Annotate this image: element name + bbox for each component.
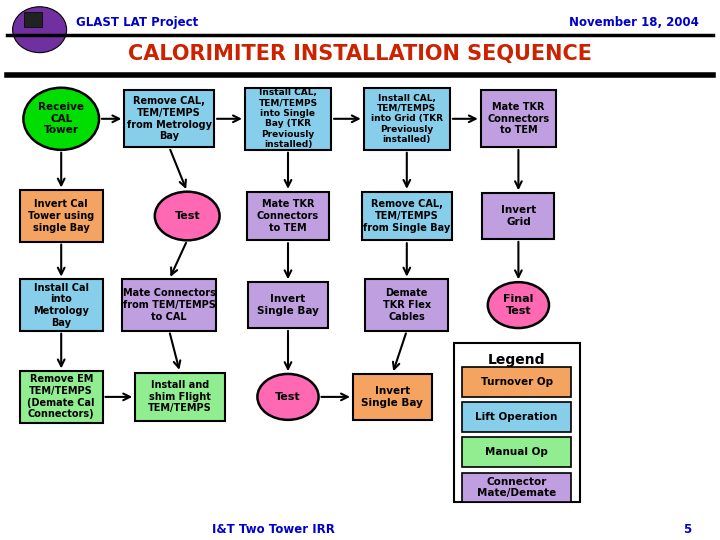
FancyBboxPatch shape <box>248 282 328 328</box>
Text: Test: Test <box>275 392 301 402</box>
FancyBboxPatch shape <box>462 472 571 502</box>
FancyBboxPatch shape <box>135 373 225 421</box>
Text: November 18, 2004: November 18, 2004 <box>569 16 698 29</box>
Text: I&T Two Tower IRR: I&T Two Tower IRR <box>212 523 335 536</box>
FancyBboxPatch shape <box>24 12 42 27</box>
Text: Invert Cal
Tower using
single Bay: Invert Cal Tower using single Bay <box>28 199 94 233</box>
FancyBboxPatch shape <box>20 191 103 241</box>
FancyBboxPatch shape <box>245 87 331 150</box>
Text: Connector
Mate/Demate: Connector Mate/Demate <box>477 476 557 498</box>
Text: Invert
Single Bay: Invert Single Bay <box>361 386 423 408</box>
Text: CALORIMITER INSTALLATION SEQUENCE: CALORIMITER INSTALLATION SEQUENCE <box>128 44 592 64</box>
Text: Lift Operation: Lift Operation <box>475 412 558 422</box>
Text: Invert
Grid: Invert Grid <box>501 205 536 227</box>
FancyBboxPatch shape <box>122 280 216 330</box>
Ellipse shape <box>24 87 99 150</box>
Ellipse shape <box>13 6 66 53</box>
Text: Install and
shim Flight
TEM/TEMPS: Install and shim Flight TEM/TEMPS <box>148 380 212 414</box>
Text: Test: Test <box>174 211 200 221</box>
Text: Remove CAL,
TEM/TEMPS
from Single Bay: Remove CAL, TEM/TEMPS from Single Bay <box>363 199 451 233</box>
Ellipse shape <box>155 192 220 240</box>
FancyBboxPatch shape <box>454 343 580 502</box>
FancyBboxPatch shape <box>124 90 215 147</box>
Text: Install Cal
into
Metrology
Bay: Install Cal into Metrology Bay <box>33 283 89 327</box>
Text: Receive
CAL
Tower: Receive CAL Tower <box>38 102 84 136</box>
FancyBboxPatch shape <box>462 402 571 432</box>
Text: Mate TKR
Connectors
to TEM: Mate TKR Connectors to TEM <box>487 102 549 136</box>
FancyBboxPatch shape <box>462 367 571 397</box>
Text: Final
Test: Final Test <box>503 294 534 316</box>
FancyBboxPatch shape <box>482 193 554 239</box>
FancyBboxPatch shape <box>365 280 448 330</box>
FancyBboxPatch shape <box>364 87 450 150</box>
FancyBboxPatch shape <box>20 372 103 422</box>
FancyBboxPatch shape <box>481 90 556 147</box>
Text: Install CAL,
TEM/TEMPS
into Single
Bay (TKR
Previously
installed): Install CAL, TEM/TEMPS into Single Bay (… <box>258 89 318 149</box>
Text: Mate Connectors
from TEM/TEMPS
to CAL: Mate Connectors from TEM/TEMPS to CAL <box>123 288 215 322</box>
Text: Demate
TKR Flex
Cables: Demate TKR Flex Cables <box>383 288 431 322</box>
FancyBboxPatch shape <box>20 280 103 330</box>
FancyBboxPatch shape <box>361 192 452 240</box>
Text: Install CAL,
TEM/TEMPS
into Grid (TKR
Previously
installed): Install CAL, TEM/TEMPS into Grid (TKR Pr… <box>371 93 443 144</box>
Text: Turnover Op: Turnover Op <box>480 377 553 387</box>
Ellipse shape <box>258 374 319 420</box>
Text: Manual Op: Manual Op <box>485 447 548 457</box>
Text: Legend: Legend <box>488 353 545 367</box>
FancyBboxPatch shape <box>353 374 432 420</box>
Text: Invert
Single Bay: Invert Single Bay <box>257 294 319 316</box>
FancyBboxPatch shape <box>462 437 571 467</box>
Text: GLAST LAT Project: GLAST LAT Project <box>76 16 198 29</box>
Text: 5: 5 <box>683 523 691 536</box>
Text: Mate TKR
Connectors
to TEM: Mate TKR Connectors to TEM <box>257 199 319 233</box>
Text: Remove EM
TEM/TEMPS
(Demate Cal
Connectors): Remove EM TEM/TEMPS (Demate Cal Connecto… <box>27 375 95 419</box>
FancyBboxPatch shape <box>246 192 330 240</box>
Ellipse shape <box>488 282 549 328</box>
Text: Remove CAL,
TEM/TEMPS
from Metrology
Bay: Remove CAL, TEM/TEMPS from Metrology Bay <box>127 97 212 141</box>
